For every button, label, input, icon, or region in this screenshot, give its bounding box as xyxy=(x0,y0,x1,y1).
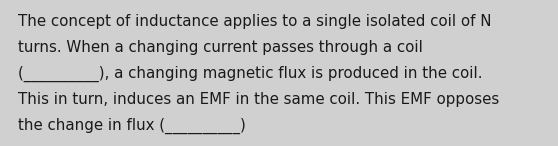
Text: (__________), a changing magnetic flux is produced in the coil.: (__________), a changing magnetic flux i… xyxy=(18,66,483,82)
Text: The concept of inductance applies to a single isolated coil of N: The concept of inductance applies to a s… xyxy=(18,14,492,29)
Text: turns. When a changing current passes through a coil: turns. When a changing current passes th… xyxy=(18,40,423,55)
Text: the change in flux (__________): the change in flux (__________) xyxy=(18,118,246,134)
Text: This in turn, induces an EMF in the same coil. This EMF opposes: This in turn, induces an EMF in the same… xyxy=(18,92,499,107)
